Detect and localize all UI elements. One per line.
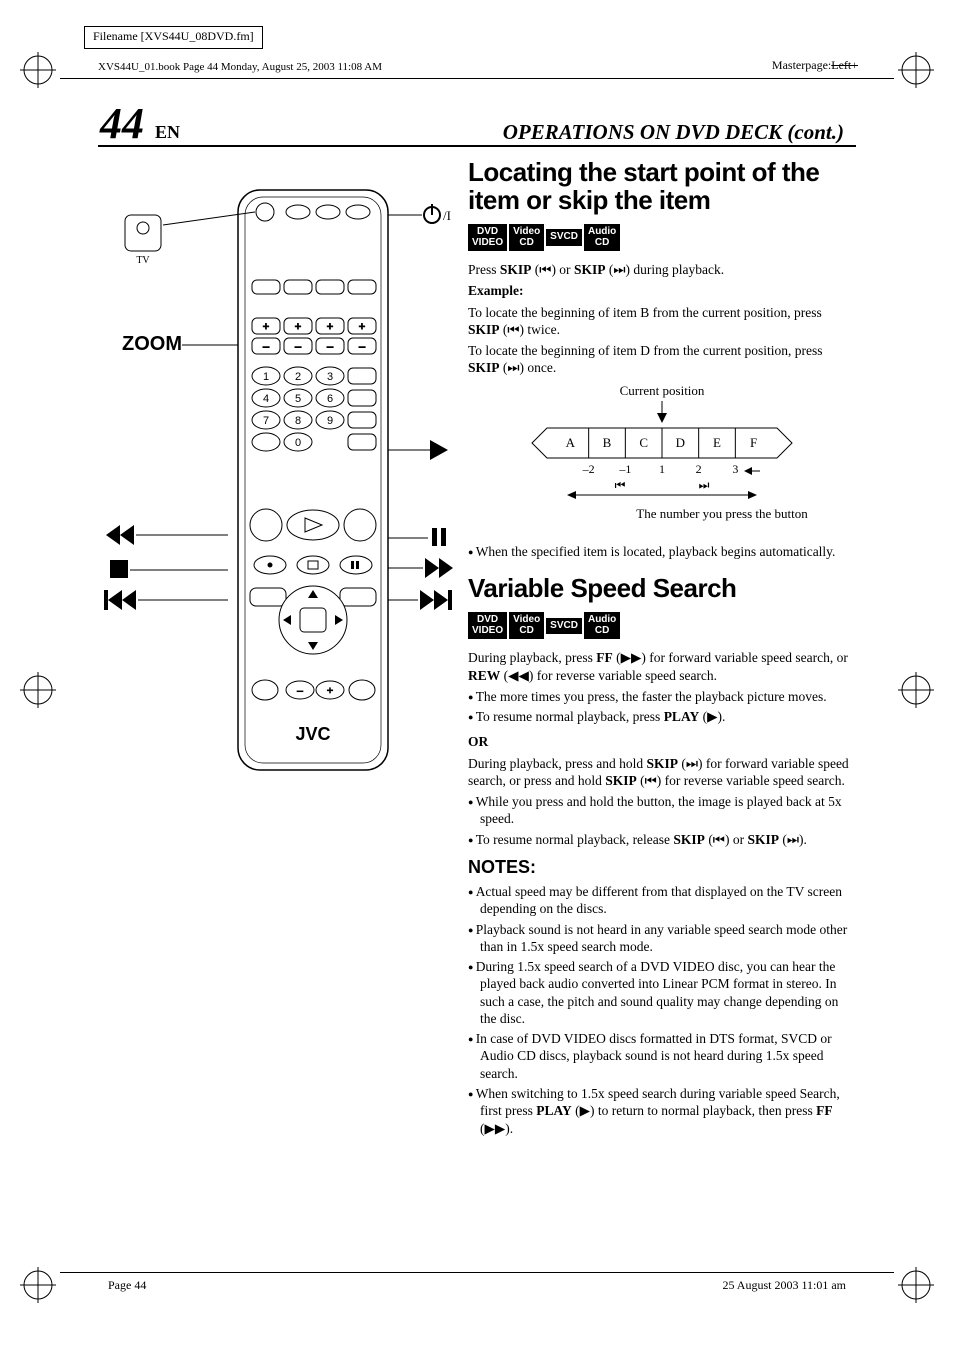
- svg-text:–: –: [359, 341, 366, 353]
- svg-text:+: +: [359, 321, 365, 333]
- svg-text:B: B: [603, 435, 612, 450]
- format-badges-2: DVDVIDEOVideoCDSVCDAudioCD: [468, 612, 856, 639]
- sec2-bullets-a: The more times you press, the faster the…: [468, 688, 856, 726]
- footer-date: 25 August 2003 11:01 am: [722, 1278, 846, 1293]
- svg-text:1: 1: [659, 462, 665, 476]
- remote-diagram: ZOOM /I TV: [100, 170, 455, 790]
- svg-text:1: 1: [263, 371, 269, 383]
- sec2-p2: During playback, press and hold SKIP (⏭)…: [468, 755, 856, 790]
- svg-text:TV: TV: [136, 255, 150, 266]
- sec2-bullets-b: While you press and hold the button, the…: [468, 793, 856, 848]
- format-badges-1: DVDVIDEOVideoCDSVCDAudioCD: [468, 224, 856, 251]
- section2-heading: Variable Speed Search: [468, 574, 856, 602]
- svg-text:/I: /I: [443, 208, 451, 223]
- crop-mark-ml: [20, 672, 56, 708]
- svg-text:–: –: [295, 341, 302, 353]
- svg-text:7: 7: [263, 415, 269, 427]
- crop-mark-tl: [20, 52, 56, 88]
- or-label: OR: [468, 733, 856, 750]
- svg-text:–: –: [327, 341, 334, 353]
- notes-heading: NOTES:: [468, 856, 856, 879]
- svg-text:6: 6: [327, 393, 333, 405]
- svg-text:2: 2: [696, 462, 702, 476]
- svg-text:–1: –1: [618, 462, 631, 476]
- section1-bullets: When the specified item is located, play…: [468, 543, 856, 560]
- footer-rule: [60, 1272, 894, 1273]
- power-icon: /I: [424, 204, 451, 223]
- svg-text:A: A: [566, 435, 576, 450]
- svg-text:+: +: [295, 321, 301, 333]
- notes-list: Actual speed may be different from that …: [468, 883, 856, 1137]
- svg-text:+: +: [327, 321, 333, 333]
- example-line-2: To locate the beginning of item D from t…: [468, 342, 856, 377]
- example-heading: Example:: [468, 282, 856, 299]
- svg-text:–: –: [296, 685, 303, 697]
- skip-back-icon: [104, 590, 136, 610]
- top-rule: [60, 78, 894, 79]
- footer-page: Page 44: [108, 1278, 146, 1293]
- svg-text:–: –: [263, 341, 270, 353]
- svg-text:D: D: [676, 435, 685, 450]
- svg-text:5: 5: [295, 393, 301, 405]
- crop-mark-bl: [20, 1267, 56, 1303]
- svg-text:4: 4: [263, 393, 269, 405]
- svg-text:0: 0: [295, 437, 301, 449]
- book-line: XVS44U_01.book Page 44 Monday, August 25…: [98, 61, 382, 73]
- masterpage-label: Masterpage:Left+: [772, 58, 858, 73]
- footer: Page 44 25 August 2003 11:01 am: [60, 1274, 894, 1293]
- svg-text:⏮: ⏮: [615, 478, 626, 492]
- svg-text:F: F: [750, 435, 757, 450]
- filename-label: Filename [XVS44U_08DVD.fm]: [84, 26, 263, 49]
- rew-icon: [106, 525, 134, 545]
- page-number: 44 EN: [100, 98, 180, 149]
- svg-text:2: 2: [295, 371, 301, 383]
- section1-heading: Locating the start point of the item or …: [468, 158, 856, 214]
- play-icon: [430, 440, 448, 460]
- stop-icon: [110, 560, 128, 578]
- skip-diagram: Current position A B C D E F –2 –1 1 2 3 ⏮ ⏭ The …: [468, 383, 856, 537]
- svg-text:Current position: Current position: [620, 383, 705, 398]
- svg-text:3: 3: [732, 462, 738, 476]
- svg-text:9: 9: [327, 415, 333, 427]
- svg-text:The number you press the butto: The number you press the button: [636, 506, 808, 521]
- example-line-1: To locate the beginning of item B from t…: [468, 304, 856, 339]
- pause-icon: [432, 528, 446, 546]
- crop-mark-br: [898, 1267, 934, 1303]
- crop-mark-mr: [898, 672, 934, 708]
- section-title: OPERATIONS ON DVD DECK (cont.): [503, 120, 844, 145]
- svg-text:3: 3: [327, 371, 333, 383]
- svg-text:E: E: [713, 435, 721, 450]
- svg-text:C: C: [639, 435, 648, 450]
- svg-text:⏭: ⏭: [699, 478, 710, 492]
- tv-button: TV: [125, 212, 255, 266]
- sec2-p1: During playback, press FF (▶▶) for forwa…: [468, 649, 856, 684]
- press-instruction: Press SKIP (⏮) or SKIP (⏭) during playba…: [468, 261, 856, 278]
- brand-label: JVC: [295, 724, 330, 744]
- ff-icon: [425, 558, 453, 578]
- title-rule: [98, 145, 856, 147]
- skip-fwd-icon: [420, 590, 452, 610]
- crop-mark-tr: [898, 52, 934, 88]
- svg-text:+: +: [327, 685, 333, 697]
- zoom-label: ZOOM: [122, 333, 182, 355]
- svg-text:8: 8: [295, 415, 301, 427]
- svg-text:–2: –2: [582, 462, 595, 476]
- svg-text:+: +: [263, 321, 269, 333]
